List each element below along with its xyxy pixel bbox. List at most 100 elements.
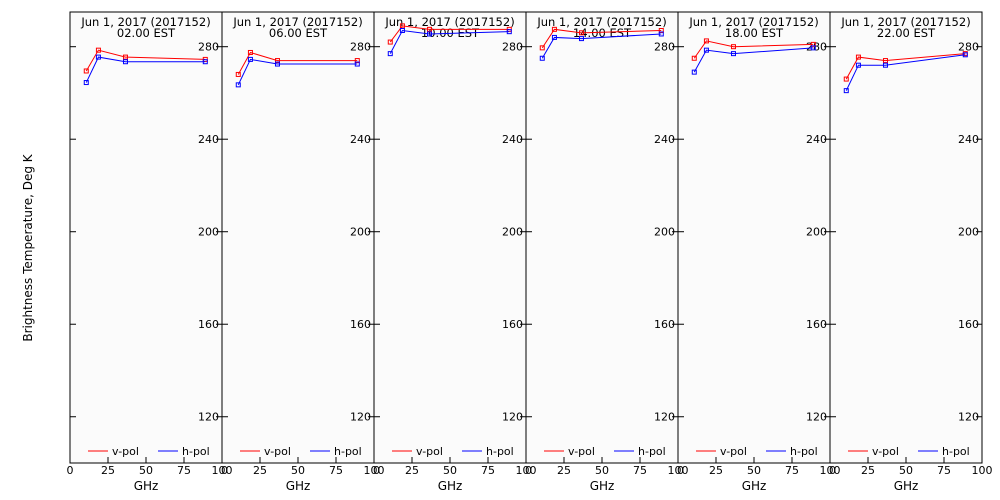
legend-label-h-pol: h-pol xyxy=(486,445,514,458)
panel-title-time: 22.00 EST xyxy=(877,26,936,40)
legend-label-h-pol: h-pol xyxy=(182,445,210,458)
x-tick-label: 0 xyxy=(221,464,228,477)
x-tick-label: 0 xyxy=(373,464,380,477)
data-point-h-pol xyxy=(247,56,253,62)
y-tick-label: 280 xyxy=(806,41,827,54)
x-tick-label: 75 xyxy=(481,464,495,477)
x-tick-label: 50 xyxy=(899,464,913,477)
x-tick-label: 0 xyxy=(829,464,836,477)
data-point-h-pol xyxy=(855,62,861,68)
data-point-v-pol xyxy=(703,38,709,44)
series-line-v-pol xyxy=(389,25,510,43)
data-point-h-pol xyxy=(95,54,101,60)
data-point-h-pol xyxy=(506,29,512,35)
y-tick-label: 240 xyxy=(958,133,979,146)
x-tick-label: 100 xyxy=(364,464,385,477)
x-axis-label: GHz xyxy=(134,479,159,493)
y-tick-label: 120 xyxy=(806,411,827,424)
panel-title-date: Jun 1, 2017 (2017152) xyxy=(688,15,818,29)
y-tick-label: 160 xyxy=(350,318,371,331)
x-tick-label: 75 xyxy=(633,464,647,477)
legend-label-v-pol: v-pol xyxy=(112,445,139,458)
y-tick-label: 160 xyxy=(958,318,979,331)
data-point-h-pol xyxy=(235,82,241,88)
data-point-h-pol xyxy=(202,59,208,65)
y-tick-label: 120 xyxy=(654,411,675,424)
legend-label-h-pol: h-pol xyxy=(638,445,666,458)
x-axis-label: GHz xyxy=(438,479,463,493)
y-tick-label: 120 xyxy=(350,411,371,424)
x-tick-label: 75 xyxy=(937,464,951,477)
x-tick-label: 100 xyxy=(212,464,233,477)
x-tick-label: 0 xyxy=(525,464,532,477)
y-tick-label: 240 xyxy=(502,133,523,146)
legend-label-v-pol: v-pol xyxy=(568,445,595,458)
panels: Jun 1, 2017 (2017152) 02.00 EST 120 160 200 2… xyxy=(67,11,993,493)
series-line-h-pol xyxy=(389,29,510,54)
y-tick-label: 240 xyxy=(654,133,675,146)
panel-6: Jun 1, 2017 (2017152)22.00 EST 120 160 200 2… xyxy=(829,11,993,493)
data-point-v-pol xyxy=(235,71,241,77)
x-tick-label: 0 xyxy=(677,464,684,477)
y-tick-label: 280 xyxy=(958,41,979,54)
data-point-h-pol xyxy=(962,52,968,58)
x-axis-label: GHz xyxy=(286,479,311,493)
data-point-h-pol xyxy=(810,45,816,51)
y-tick-label: 160 xyxy=(806,318,827,331)
series-line-h-pol xyxy=(237,58,358,86)
data-point-h-pol xyxy=(539,55,545,61)
panel-title-date: Jun 1, 2017 (2017152) xyxy=(840,15,970,29)
y-tick-label: 120 xyxy=(502,411,523,424)
panel-title-time: 02.00 EST xyxy=(117,26,176,40)
y-axis-label: Brightness Temperature, Deg K xyxy=(21,153,35,341)
series-line-v-pol xyxy=(237,51,358,75)
data-point-v-pol xyxy=(387,39,393,45)
data-point-h-pol xyxy=(122,59,128,65)
x-tick-label: 75 xyxy=(177,464,191,477)
y-tick-label: 200 xyxy=(502,226,523,239)
series-line-h-pol xyxy=(85,56,206,83)
y-tick-label: 240 xyxy=(806,133,827,146)
y-tick-label: 160 xyxy=(654,318,675,331)
panel-4: Jun 1, 2017 (2017152)14.00 EST1201602002… xyxy=(525,11,689,493)
legend-label-h-pol: h-pol xyxy=(942,445,970,458)
y-tick-label: 200 xyxy=(350,226,371,239)
x-tick-label: 50 xyxy=(139,464,153,477)
data-point-v-pol xyxy=(95,47,101,53)
x-tick-label: 100 xyxy=(516,464,537,477)
data-point-h-pol xyxy=(578,36,584,42)
legend-label-h-pol: h-pol xyxy=(334,445,362,458)
data-point-h-pol xyxy=(843,88,849,94)
y-tick-label: 240 xyxy=(198,133,219,146)
data-point-v-pol xyxy=(426,26,432,32)
data-point-h-pol xyxy=(551,34,557,40)
data-point-v-pol xyxy=(247,49,253,55)
plot-frame xyxy=(69,11,223,464)
series-line-h-pol xyxy=(541,33,662,59)
x-tick-label: 50 xyxy=(443,464,457,477)
x-tick-label: 100 xyxy=(668,464,689,477)
data-point-v-pol xyxy=(122,54,128,60)
data-point-v-pol xyxy=(354,58,360,64)
legend-label-v-pol: v-pol xyxy=(720,445,747,458)
panel-1: Jun 1, 2017 (2017152)02.00 EST 120 160 200 2… xyxy=(67,11,233,493)
data-point-h-pol xyxy=(691,69,697,75)
data-point-h-pol xyxy=(354,61,360,67)
y-tick-label: 160 xyxy=(502,318,523,331)
data-point-v-pol xyxy=(551,26,557,32)
y-tick-label: 200 xyxy=(654,226,675,239)
series-line-h-pol xyxy=(693,47,814,73)
y-tick-label: 280 xyxy=(654,41,675,54)
y-tick-label: 120 xyxy=(198,411,219,424)
data-point-v-pol xyxy=(730,44,736,50)
data-point-v-pol xyxy=(843,76,849,82)
x-tick-label: 25 xyxy=(101,464,115,477)
legend-label-v-pol: v-pol xyxy=(872,445,899,458)
plot-frame xyxy=(373,11,527,464)
panel-5: Jun 1, 2017 (2017152)18.00 EST 120 160 200 2… xyxy=(677,11,841,493)
x-tick-label: 100 xyxy=(820,464,841,477)
data-point-v-pol xyxy=(855,54,861,60)
series-line-v-pol xyxy=(845,53,966,80)
x-tick-label: 100 xyxy=(972,464,993,477)
x-tick-label: 25 xyxy=(405,464,419,477)
